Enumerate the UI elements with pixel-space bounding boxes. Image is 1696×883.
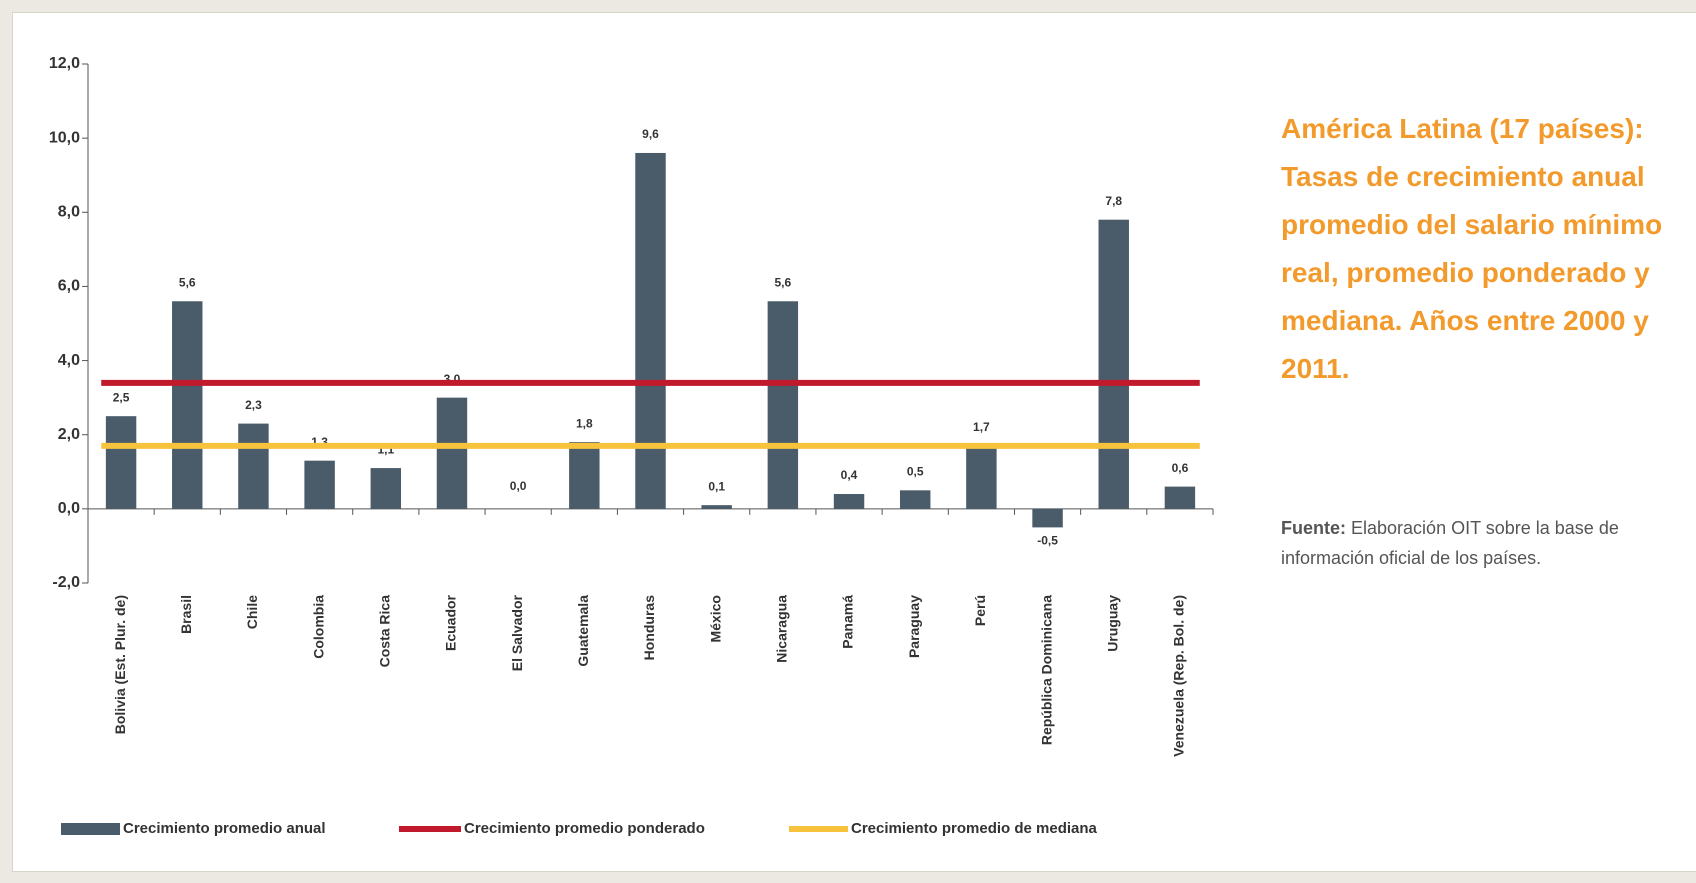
bar (436, 397, 468, 509)
value-label: 1,7 (973, 420, 990, 434)
y-tick-label: 2,0 (58, 426, 80, 443)
y-tick-label: 6,0 (58, 278, 80, 295)
legend-label: Crecimiento promedio de mediana (851, 820, 1098, 837)
bar (569, 442, 600, 509)
bar (966, 445, 997, 509)
value-label: 9,6 (642, 127, 659, 141)
bar (1164, 486, 1196, 509)
x-tick-label: Costa Rica (376, 595, 392, 668)
x-tick-label: Nicaragua (774, 595, 790, 663)
bar (899, 490, 931, 509)
x-tick-label: Ecuador (443, 594, 459, 651)
value-label: 2,3 (245, 398, 262, 412)
x-tick-label: Paraguay (906, 595, 922, 658)
bar (238, 423, 269, 509)
y-tick-label: 12,0 (49, 55, 80, 72)
value-label: -0,5 (1037, 534, 1058, 548)
value-label: 5,6 (775, 275, 792, 289)
source-label: Fuente: (1281, 518, 1346, 538)
legend-swatch (61, 823, 120, 835)
value-label: 0,1 (708, 479, 725, 493)
bar (767, 301, 799, 509)
bar (1098, 219, 1129, 509)
x-tick-label: Bolivia (Est. Plur. de) (112, 595, 128, 734)
x-tick-label: Panamá (840, 595, 856, 649)
x-tick-label: República Dominicana (1038, 595, 1054, 745)
value-label: 5,6 (179, 275, 196, 289)
value-label: 7,8 (1105, 194, 1122, 208)
value-label: 0,4 (841, 468, 858, 482)
bar (635, 152, 666, 509)
bar (304, 460, 335, 509)
x-tick-label: Venezuela (Rep. Bol. de) (1171, 595, 1187, 757)
y-tick-label: 10,0 (49, 129, 80, 146)
y-tick-label: -2,0 (52, 574, 80, 591)
bar (172, 301, 203, 509)
bar (105, 416, 137, 509)
x-tick-label: Perú (972, 595, 988, 626)
legend-label: Crecimiento promedio ponderado (464, 820, 705, 837)
bar (370, 468, 402, 509)
chart: -2,00,02,04,06,08,010,012,02,55,62,31,31… (49, 55, 1214, 837)
bar (701, 505, 732, 509)
y-tick-label: 0,0 (58, 500, 80, 517)
source-text: Elaboración OIT sobre la base de informa… (1281, 518, 1619, 568)
x-tick-label: Honduras (641, 595, 657, 661)
panel: -2,0 0,0 2,0 4,0 6,0 8,0 10,0 12,0 2,5 5,6 2,3 1,3 1… (12, 12, 1696, 872)
value-label: 0,0 (510, 479, 527, 493)
x-tick-label: Chile (244, 595, 260, 629)
source: Fuente: Elaboración OIT sobre la base de… (1281, 513, 1696, 573)
x-tick-label: Brasil (178, 595, 194, 634)
x-tick-label: México (707, 595, 723, 642)
x-tick-label: Colombia (310, 595, 326, 659)
bar (833, 494, 865, 509)
bar (1032, 508, 1063, 528)
value-label: 0,5 (907, 464, 924, 478)
value-label: 2,5 (113, 390, 130, 404)
x-tick-label: Guatemala (575, 595, 591, 667)
chart-title: América Latina (17 países): Tasas de cre… (1281, 113, 1663, 384)
y-tick-label: 4,0 (58, 352, 80, 369)
x-tick-label: El Salvador (509, 594, 525, 671)
value-label: 0,6 (1172, 461, 1189, 475)
legend-label: Crecimiento promedio anual (123, 820, 326, 837)
value-label: 1,8 (576, 416, 593, 430)
x-tick-label: Uruguay (1104, 595, 1120, 652)
y-tick-label: 8,0 (58, 204, 80, 221)
